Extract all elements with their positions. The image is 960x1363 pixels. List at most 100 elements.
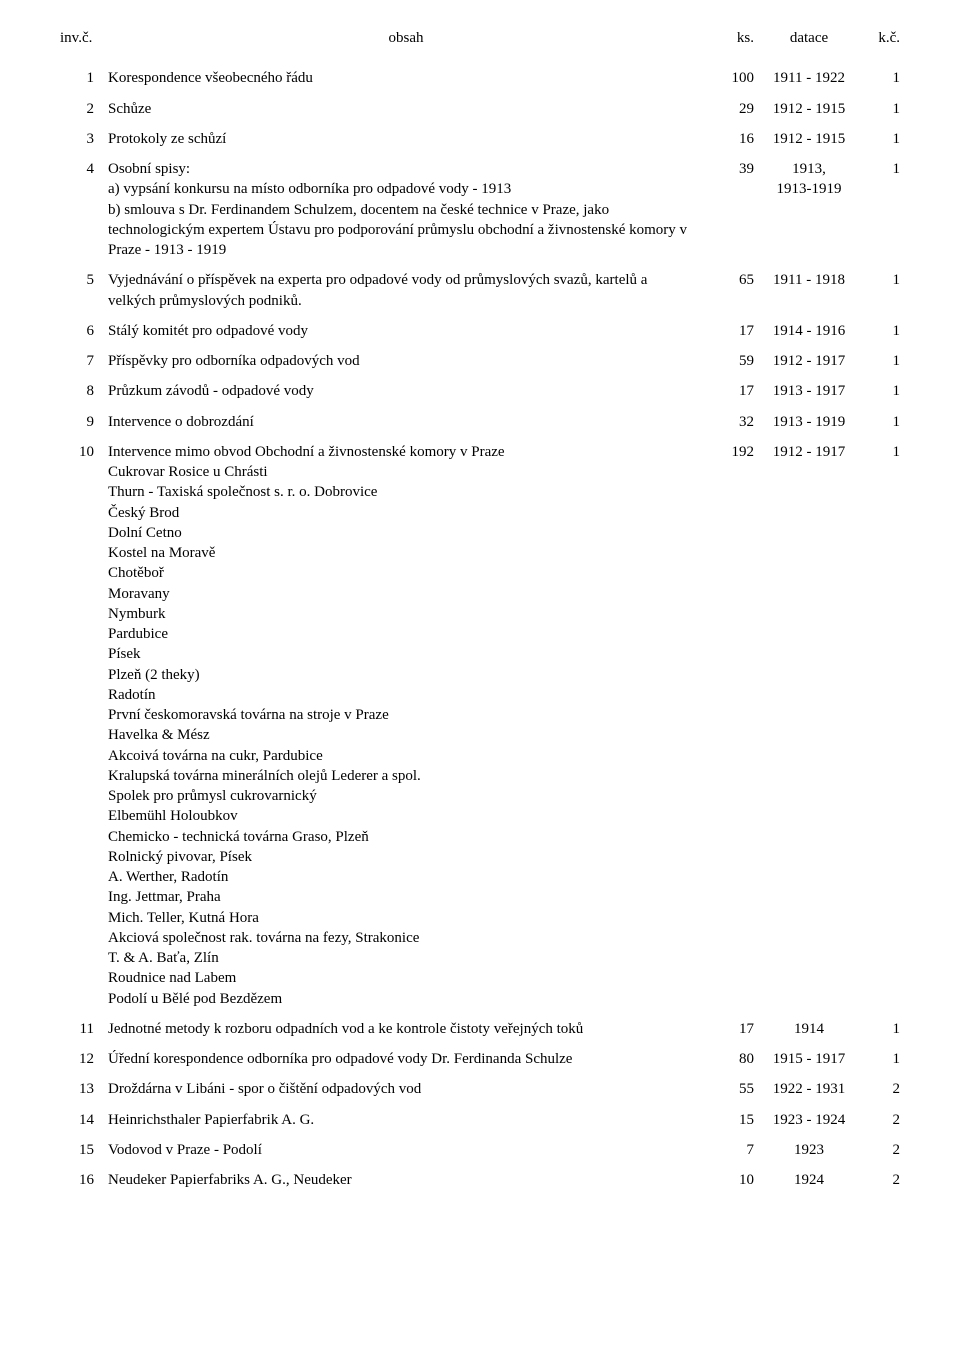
cell-ks: 10 xyxy=(704,1170,754,1190)
page: inv.č. obsah ks. datace k.č. 1Koresponde… xyxy=(0,0,960,1363)
cell-kc: 1 xyxy=(864,351,900,371)
table-row: 1Korespondence všeobecného řádu1001911 -… xyxy=(60,68,900,88)
table-row: 16Neudeker Papierfabriks A. G., Neudeker… xyxy=(60,1170,900,1190)
cell-inv: 3 xyxy=(60,129,108,149)
cell-obsah: Stálý komitét pro odpadové vody xyxy=(108,321,704,341)
table-row: 13Droždárna v Libáni - spor o čištění od… xyxy=(60,1079,900,1099)
cell-obsah: Jednotné metody k rozboru odpadních vod … xyxy=(108,1019,704,1039)
cell-kc: 2 xyxy=(864,1110,900,1130)
cell-datace: 1913 - 1917 xyxy=(754,381,864,401)
cell-ks: 55 xyxy=(704,1079,754,1099)
cell-datace: 1924 xyxy=(754,1170,864,1190)
cell-kc: 2 xyxy=(864,1170,900,1190)
table-row: 5Vyjednávání o příspěvek na experta pro … xyxy=(60,270,900,311)
header-kc: k.č. xyxy=(864,28,900,48)
cell-ks: 17 xyxy=(704,381,754,401)
table-row: 2Schůze291912 - 19151 xyxy=(60,99,900,119)
table-header: inv.č. obsah ks. datace k.č. xyxy=(60,28,900,48)
rows-container: 1Korespondence všeobecného řádu1001911 -… xyxy=(60,68,900,1190)
header-datace: datace xyxy=(754,28,864,48)
cell-kc: 1 xyxy=(864,442,900,1009)
cell-inv: 14 xyxy=(60,1110,108,1130)
cell-datace: 1914 - 1916 xyxy=(754,321,864,341)
cell-datace: 1913 - 1919 xyxy=(754,412,864,432)
table-row: 14Heinrichsthaler Papierfabrik A. G.1519… xyxy=(60,1110,900,1130)
cell-kc: 1 xyxy=(864,270,900,311)
cell-inv: 9 xyxy=(60,412,108,432)
cell-datace: 1915 - 1917 xyxy=(754,1049,864,1069)
cell-obsah: Příspěvky pro odborníka odpadových vod xyxy=(108,351,704,371)
cell-obsah: Korespondence všeobecného řádu xyxy=(108,68,704,88)
cell-obsah: Vyjednávání o příspěvek na experta pro o… xyxy=(108,270,704,311)
cell-datace: 1914 xyxy=(754,1019,864,1039)
cell-inv: 11 xyxy=(60,1019,108,1039)
cell-obsah: Osobní spisy: a) vypsání konkursu na mís… xyxy=(108,159,704,260)
cell-inv: 8 xyxy=(60,381,108,401)
cell-datace: 1913, 1913-1919 xyxy=(754,159,864,260)
table-row: 10Intervence mimo obvod Obchodní a živno… xyxy=(60,442,900,1009)
cell-ks: 80 xyxy=(704,1049,754,1069)
cell-inv: 6 xyxy=(60,321,108,341)
header-obsah: obsah xyxy=(108,28,704,48)
cell-datace: 1923 - 1924 xyxy=(754,1110,864,1130)
cell-kc: 1 xyxy=(864,412,900,432)
cell-ks: 65 xyxy=(704,270,754,311)
cell-inv: 15 xyxy=(60,1140,108,1160)
cell-obsah: Intervence mimo obvod Obchodní a živnost… xyxy=(108,442,704,1009)
cell-datace: 1911 - 1922 xyxy=(754,68,864,88)
cell-obsah: Schůze xyxy=(108,99,704,119)
header-inv: inv.č. xyxy=(60,28,108,48)
cell-obsah: Protokoly ze schůzí xyxy=(108,129,704,149)
header-ks: ks. xyxy=(704,28,754,48)
cell-inv: 16 xyxy=(60,1170,108,1190)
cell-inv: 7 xyxy=(60,351,108,371)
cell-inv: 4 xyxy=(60,159,108,260)
cell-ks: 7 xyxy=(704,1140,754,1160)
table-row: 15Vodovod v Praze - Podolí719232 xyxy=(60,1140,900,1160)
cell-obsah: Průzkum závodů - odpadové vody xyxy=(108,381,704,401)
table-row: 11Jednotné metody k rozboru odpadních vo… xyxy=(60,1019,900,1039)
cell-datace: 1922 - 1931 xyxy=(754,1079,864,1099)
cell-datace: 1912 - 1917 xyxy=(754,351,864,371)
table-row: 9Intervence o dobrozdání321913 - 19191 xyxy=(60,412,900,432)
cell-ks: 16 xyxy=(704,129,754,149)
cell-kc: 1 xyxy=(864,1019,900,1039)
cell-datace: 1912 - 1915 xyxy=(754,129,864,149)
cell-inv: 2 xyxy=(60,99,108,119)
table-row: 7Příspěvky pro odborníka odpadových vod5… xyxy=(60,351,900,371)
cell-datace: 1923 xyxy=(754,1140,864,1160)
cell-inv: 5 xyxy=(60,270,108,311)
cell-obsah: Droždárna v Libáni - spor o čištění odpa… xyxy=(108,1079,704,1099)
cell-kc: 1 xyxy=(864,68,900,88)
table-row: 6Stálý komitét pro odpadové vody171914 -… xyxy=(60,321,900,341)
cell-kc: 1 xyxy=(864,129,900,149)
cell-kc: 2 xyxy=(864,1140,900,1160)
cell-kc: 1 xyxy=(864,159,900,260)
cell-inv: 10 xyxy=(60,442,108,1009)
cell-datace: 1911 - 1918 xyxy=(754,270,864,311)
table-row: 3Protokoly ze schůzí161912 - 19151 xyxy=(60,129,900,149)
cell-ks: 192 xyxy=(704,442,754,1009)
cell-datace: 1912 - 1915 xyxy=(754,99,864,119)
cell-ks: 100 xyxy=(704,68,754,88)
cell-kc: 2 xyxy=(864,1079,900,1099)
cell-datace: 1912 - 1917 xyxy=(754,442,864,1009)
cell-obsah: Heinrichsthaler Papierfabrik A. G. xyxy=(108,1110,704,1130)
cell-kc: 1 xyxy=(864,381,900,401)
cell-obsah: Intervence o dobrozdání xyxy=(108,412,704,432)
cell-kc: 1 xyxy=(864,321,900,341)
table-row: 12Úřední korespondence odborníka pro odp… xyxy=(60,1049,900,1069)
cell-ks: 15 xyxy=(704,1110,754,1130)
cell-obsah: Neudeker Papierfabriks A. G., Neudeker xyxy=(108,1170,704,1190)
cell-inv: 1 xyxy=(60,68,108,88)
cell-kc: 1 xyxy=(864,99,900,119)
cell-ks: 17 xyxy=(704,1019,754,1039)
cell-kc: 1 xyxy=(864,1049,900,1069)
cell-ks: 17 xyxy=(704,321,754,341)
table-row: 8Průzkum závodů - odpadové vody171913 - … xyxy=(60,381,900,401)
cell-ks: 39 xyxy=(704,159,754,260)
table-row: 4Osobní spisy: a) vypsání konkursu na mí… xyxy=(60,159,900,260)
cell-ks: 29 xyxy=(704,99,754,119)
cell-obsah: Vodovod v Praze - Podolí xyxy=(108,1140,704,1160)
cell-inv: 13 xyxy=(60,1079,108,1099)
